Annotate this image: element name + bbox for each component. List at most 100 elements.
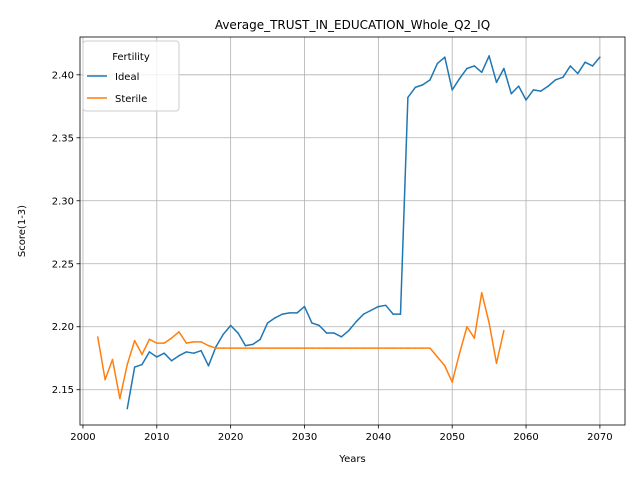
x-tick-label: 2020 <box>218 432 243 443</box>
data-point-sterile <box>451 381 453 383</box>
data-point-sterile <box>473 337 476 339</box>
data-point-ideal <box>274 317 276 319</box>
data-point-ideal <box>311 322 313 324</box>
data-point-sterile <box>392 347 394 349</box>
data-point-ideal <box>148 351 151 353</box>
data-point-ideal <box>510 92 513 95</box>
x-tick-label: 2050 <box>439 432 464 443</box>
data-point-sterile <box>163 342 165 344</box>
data-point-ideal <box>340 336 343 338</box>
x-tick-label: 2070 <box>587 432 612 443</box>
data-point-sterile <box>222 347 225 349</box>
data-point-sterile <box>318 347 321 349</box>
x-axis-label: Years <box>338 454 365 465</box>
legend-label-ideal: Ideal <box>115 72 139 83</box>
data-point-ideal <box>399 313 402 315</box>
data-point-ideal <box>244 344 247 347</box>
data-point-sterile <box>170 337 173 339</box>
data-point-sterile <box>480 291 483 294</box>
data-point-ideal <box>252 343 254 346</box>
data-point-ideal <box>266 322 269 324</box>
data-point-ideal <box>495 81 498 84</box>
legend-label-sterile: Sterile <box>115 94 147 105</box>
data-point-sterile <box>178 331 180 333</box>
data-point-ideal <box>525 99 527 101</box>
data-point-sterile <box>237 347 239 349</box>
data-point-sterile <box>288 347 291 349</box>
data-point-ideal <box>480 71 483 74</box>
data-point-sterile <box>444 365 446 367</box>
data-point-sterile <box>429 347 431 349</box>
data-point-ideal <box>599 56 601 58</box>
data-point-sterile <box>119 397 121 400</box>
plot-frame <box>79 36 626 426</box>
data-point-ideal <box>517 85 520 87</box>
data-point-ideal <box>554 79 557 81</box>
data-point-ideal <box>436 62 439 65</box>
legend-title: Fertility <box>112 52 150 63</box>
data-point-ideal <box>133 366 136 368</box>
data-point-ideal <box>421 84 424 86</box>
data-point-ideal <box>333 332 335 334</box>
data-point-ideal <box>569 65 572 67</box>
x-tick-label: 2030 <box>292 432 317 443</box>
data-point-ideal <box>503 67 505 70</box>
data-point-sterile <box>488 322 490 324</box>
x-tick-label: 2000 <box>70 432 95 443</box>
data-point-ideal <box>318 324 321 327</box>
data-point-ideal <box>207 365 210 367</box>
data-point-sterile <box>96 336 99 338</box>
data-point-ideal <box>444 56 446 58</box>
data-point-ideal <box>163 352 165 354</box>
legend-box <box>82 40 180 112</box>
data-point-sterile <box>266 347 269 349</box>
data-point-ideal <box>540 90 542 92</box>
y-axis-label: Score(1-3) <box>17 205 28 257</box>
data-point-sterile <box>252 347 254 349</box>
y-tick-label: 2.20 <box>52 322 74 333</box>
x-tick-label: 2060 <box>513 432 538 443</box>
x-tick-label: 2010 <box>144 432 169 443</box>
data-point-sterile <box>259 347 261 349</box>
data-point-sterile <box>141 353 143 356</box>
y-tick-label: 2.25 <box>52 259 74 270</box>
data-point-ideal <box>192 352 195 354</box>
data-point-sterile <box>185 342 188 344</box>
gridlines <box>80 37 625 425</box>
data-point-ideal <box>429 79 431 81</box>
data-point-sterile <box>458 352 461 354</box>
data-point-sterile <box>436 356 439 358</box>
data-point-ideal <box>200 349 202 352</box>
data-point-sterile <box>407 347 409 349</box>
data-point-sterile <box>192 341 195 343</box>
data-point-ideal <box>473 65 476 67</box>
data-point-ideal <box>370 309 372 312</box>
data-point-ideal <box>170 360 173 362</box>
data-point-sterile <box>229 347 232 349</box>
data-point-ideal <box>237 332 239 334</box>
data-point-ideal <box>414 86 417 89</box>
y-tick-label: 2.30 <box>52 196 74 207</box>
data-point-sterile <box>215 347 217 349</box>
series-layer <box>96 55 601 410</box>
data-point-sterile <box>244 347 247 349</box>
data-point-sterile <box>111 358 114 361</box>
data-point-sterile <box>104 378 106 381</box>
series-line-sterile <box>96 291 505 400</box>
data-point-sterile <box>148 338 151 341</box>
data-point-sterile <box>414 347 417 349</box>
data-point-ideal <box>185 351 188 353</box>
series-points-ideal <box>126 55 601 410</box>
data-point-sterile <box>495 362 498 365</box>
data-point-ideal <box>466 67 468 70</box>
data-point-ideal <box>384 304 387 307</box>
data-point-ideal <box>141 363 143 366</box>
data-point-ideal <box>156 356 158 358</box>
data-point-ideal <box>407 96 409 99</box>
data-point-sterile <box>200 341 202 343</box>
data-point-ideal <box>303 305 306 308</box>
data-point-sterile <box>126 363 129 366</box>
data-point-ideal <box>458 77 461 80</box>
y-tick-label: 2.15 <box>52 385 74 396</box>
data-point-ideal <box>178 354 180 357</box>
